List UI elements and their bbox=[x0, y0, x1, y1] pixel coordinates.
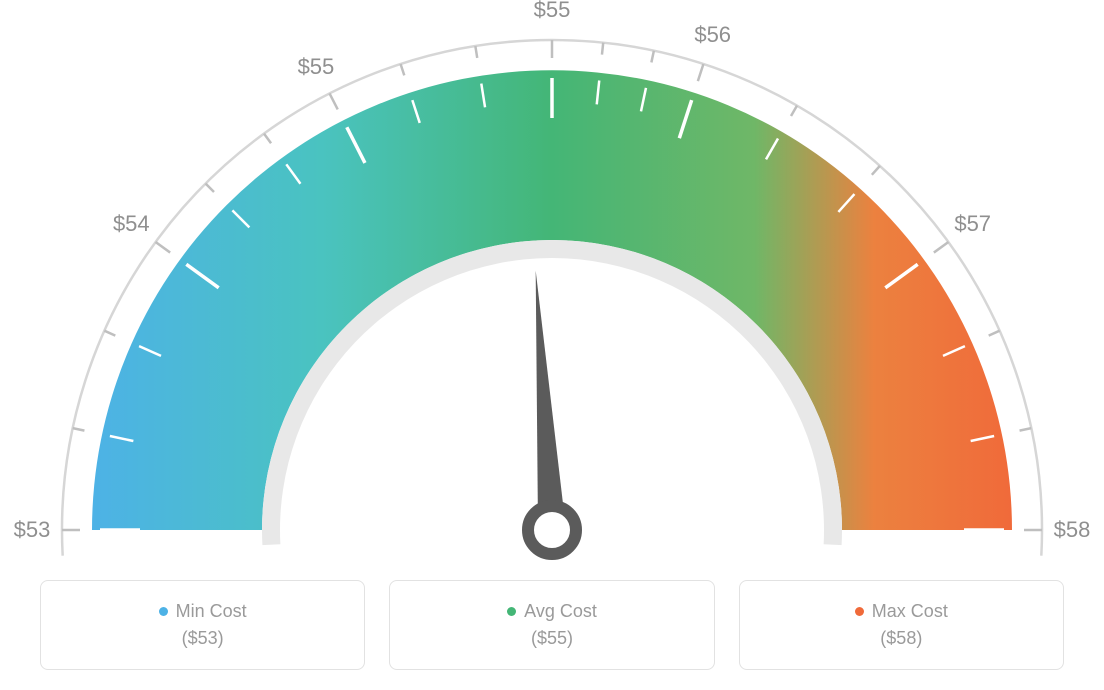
legend-card-min: Min Cost ($53) bbox=[40, 580, 365, 670]
gauge-tick-label: $54 bbox=[113, 211, 150, 237]
gauge-tick-label: $53 bbox=[14, 517, 51, 543]
dot-icon bbox=[855, 607, 864, 616]
legend-avg-value: ($55) bbox=[531, 628, 573, 649]
gauge-tick-label: $56 bbox=[694, 22, 731, 48]
dot-icon bbox=[507, 607, 516, 616]
legend-max-value: ($58) bbox=[880, 628, 922, 649]
legend-card-max: Max Cost ($58) bbox=[739, 580, 1064, 670]
legend-min-label: Min Cost bbox=[176, 601, 247, 622]
legend-avg-top: Avg Cost bbox=[507, 601, 597, 622]
gauge-svg bbox=[0, 0, 1104, 560]
legend-min-value: ($53) bbox=[182, 628, 224, 649]
gauge-tick-label: $55 bbox=[534, 0, 571, 23]
legend-avg-label: Avg Cost bbox=[524, 601, 597, 622]
legend-card-avg: Avg Cost ($55) bbox=[389, 580, 714, 670]
gauge-tick-label: $57 bbox=[954, 211, 991, 237]
dot-icon bbox=[159, 607, 168, 616]
legend-max-top: Max Cost bbox=[855, 601, 948, 622]
gauge: $53 $54 $55 $55 $56 $57 $58 bbox=[0, 0, 1104, 560]
legend-min-top: Min Cost bbox=[159, 601, 247, 622]
gauge-chart-container: $53 $54 $55 $55 $56 $57 $58 Min Cost ($53) Avg… bbox=[0, 0, 1104, 690]
gauge-tick-label: $55 bbox=[298, 54, 335, 80]
legend-row: Min Cost ($53) Avg Cost ($55) Max Cost (… bbox=[40, 580, 1064, 670]
legend-max-label: Max Cost bbox=[872, 601, 948, 622]
gauge-tick-label: $58 bbox=[1054, 517, 1091, 543]
